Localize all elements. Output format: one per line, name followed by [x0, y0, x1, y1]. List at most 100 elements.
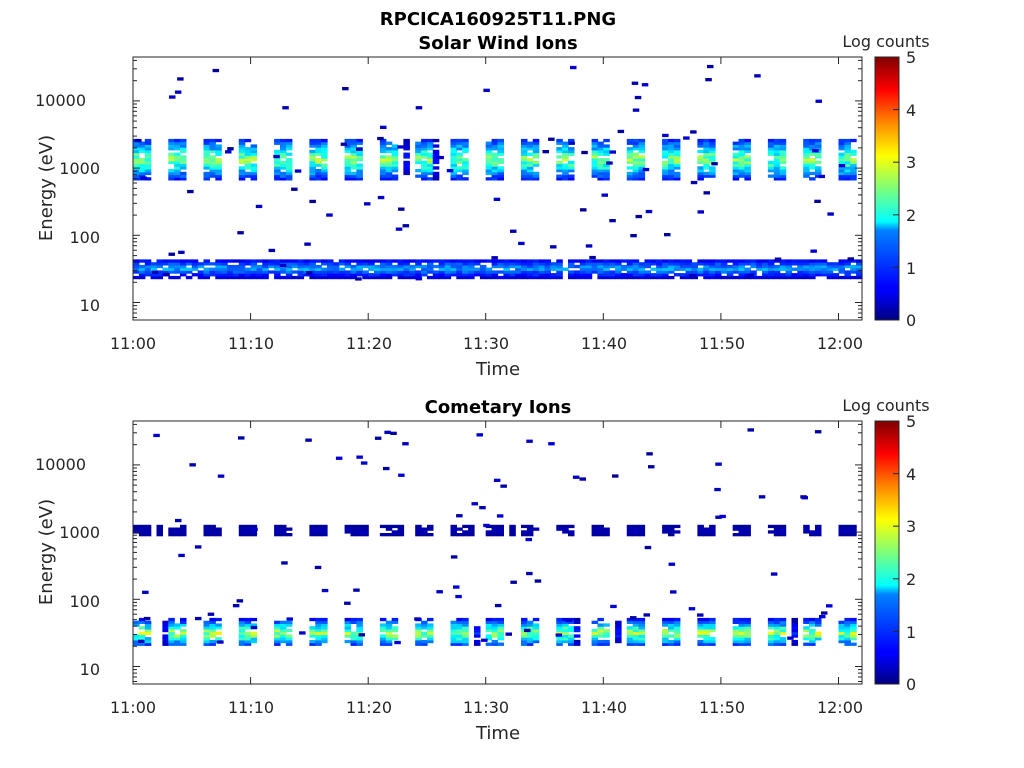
spectrogram-cell — [169, 95, 176, 99]
spectrogram-cell — [280, 626, 287, 630]
spectrogram-cell — [668, 169, 675, 173]
spectrogram-cell — [191, 264, 199, 269]
spectrogram-cell — [133, 642, 140, 646]
spectrogram-cell — [215, 174, 222, 178]
spectrogram-cell — [432, 166, 440, 170]
spectrogram-cell — [168, 275, 175, 280]
spectrogram-cell — [462, 177, 469, 181]
spectrogram-cell — [468, 524, 475, 529]
spectrogram-cell — [379, 147, 387, 151]
spectrogram-cell — [797, 262, 804, 266]
spectrogram-cell — [626, 158, 634, 162]
spectrogram-cell — [815, 166, 822, 170]
spectrogram-cell — [732, 631, 740, 635]
spectrogram-cell — [362, 533, 369, 537]
spectrogram-cell — [856, 275, 863, 280]
spectrogram-cell — [180, 147, 187, 151]
spectrogram-cell — [744, 171, 751, 176]
spectrogram-cell — [818, 174, 825, 179]
spectrogram-cell — [562, 171, 569, 176]
spectrogram-cell — [497, 533, 504, 537]
spectrogram-cell — [632, 163, 640, 167]
spectrogram-cell — [362, 264, 369, 269]
spectrogram-cell — [650, 275, 657, 280]
spectrogram-cell — [294, 169, 302, 173]
spectrogram-cell — [350, 637, 357, 641]
spectrogram-cell — [515, 264, 522, 269]
spectrogram-cell — [638, 637, 646, 641]
spectrogram-cell — [462, 620, 469, 624]
spectrogram-cell — [609, 219, 616, 223]
spectrogram-cell — [697, 210, 704, 214]
spectrogram-cell — [521, 174, 528, 178]
spectrogram-cell — [356, 530, 363, 534]
spectrogram-cell — [191, 259, 199, 263]
spectrogram-cell — [280, 527, 287, 531]
spectrogram-cell — [485, 273, 493, 277]
spectrogram-cell — [565, 618, 572, 623]
spectrogram-cell — [262, 273, 269, 277]
spectrogram-cell — [673, 642, 681, 646]
spectrogram-cell — [432, 152, 440, 156]
spectrogram-cell — [815, 527, 822, 531]
spectrogram-cell — [191, 262, 199, 266]
spectrogram-cell — [450, 163, 457, 167]
spectrogram-cell — [403, 169, 410, 173]
spectrogram-cell — [456, 160, 463, 165]
spectrogram-cell — [203, 152, 210, 156]
spectrogram-cell — [168, 631, 175, 635]
spectrogram-cell — [697, 273, 704, 277]
spectrogram-cell — [450, 166, 457, 170]
spectrogram-cell — [497, 626, 504, 630]
spectrogram-cell — [250, 166, 258, 170]
spectrogram-cell — [703, 147, 710, 151]
spectrogram-cell — [238, 436, 245, 440]
spectrogram-cell — [379, 270, 387, 274]
spectrogram-cell — [244, 267, 252, 271]
spectrogram-cell — [450, 637, 457, 641]
spectrogram-cell — [391, 620, 399, 624]
spectrogram-cell — [456, 141, 463, 145]
spectrogram-cell — [762, 273, 769, 277]
spectrogram-cell — [450, 270, 457, 274]
colorbar-ticks — [893, 420, 899, 685]
spectrogram-cell — [844, 144, 851, 148]
spectrogram-cell — [544, 259, 551, 263]
spectrogram-cell — [673, 174, 681, 178]
spectrogram-cell — [562, 141, 569, 145]
spectrogram-cell — [856, 267, 863, 271]
spectrogram-cell — [521, 642, 528, 646]
spectrogram-cell — [280, 152, 287, 156]
spectrogram-cell — [332, 267, 340, 271]
colorbar-label: Log counts — [842, 396, 929, 415]
spectrogram-cell — [850, 623, 857, 627]
spectrogram-cell — [697, 524, 704, 529]
spectrogram-cell — [767, 163, 775, 167]
spectrogram-cell — [856, 264, 863, 269]
spectrogram-cell — [174, 90, 182, 94]
spectrogram-cell — [156, 270, 163, 274]
spectrogram-cell — [850, 628, 857, 633]
spectrogram-cell — [144, 264, 152, 269]
spectrogram-cell — [591, 270, 599, 274]
spectrogram-cell — [638, 171, 646, 176]
spectrogram-cell — [526, 174, 534, 178]
spectrogram-cell — [203, 171, 210, 176]
spectrogram-cell — [815, 155, 822, 159]
spectrogram-cell — [203, 177, 210, 181]
spectrogram-cell — [532, 273, 540, 277]
spectrogram-cell — [203, 267, 210, 271]
spectrogram-cell — [767, 270, 775, 274]
spectrogram-cell — [556, 177, 563, 181]
spectrogram-cell — [638, 639, 646, 644]
spectrogram-cell — [421, 620, 428, 624]
colorbar-tick-label: 3 — [906, 153, 916, 172]
spectrogram-cell — [238, 262, 246, 266]
spectrogram-cell — [397, 275, 405, 280]
spectrogram-cell — [309, 639, 316, 644]
spectrogram-cell — [421, 166, 428, 170]
spectrogram-cell — [744, 628, 751, 633]
spectrogram-cell — [315, 264, 322, 269]
spectrogram-cell — [485, 626, 493, 630]
spectrogram-cell — [221, 264, 228, 269]
